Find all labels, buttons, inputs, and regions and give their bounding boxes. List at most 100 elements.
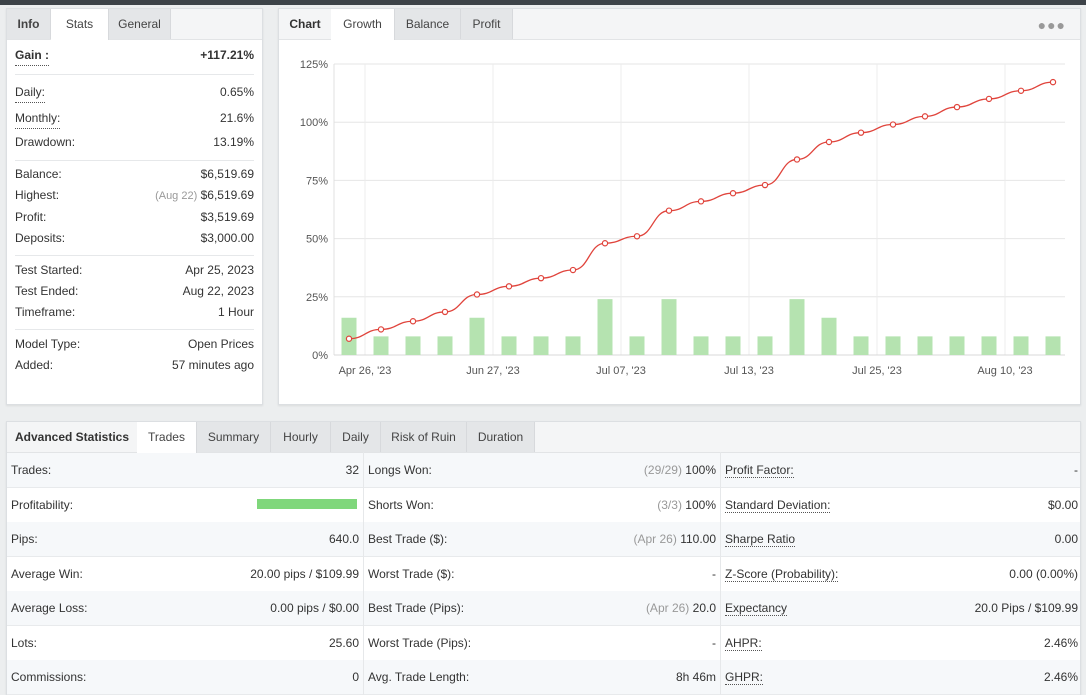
table-row: Trades: 32 Longs Won: (29/29) 100% Profit Fa…: [7, 453, 1080, 488]
growth-point[interactable]: [377, 326, 385, 333]
stat-value: 2.46%: [1043, 635, 1078, 650]
tab-stats[interactable]: Stats: [51, 9, 109, 40]
stat-value: 640.0: [328, 532, 359, 546]
growth-point[interactable]: [345, 335, 353, 342]
stat-muted: (Apr 26): [633, 532, 677, 546]
growth-point[interactable]: [505, 283, 513, 290]
highest-value-wrap: (Aug 22) $6,519.69: [155, 185, 254, 206]
tab-balance[interactable]: Balance: [395, 9, 461, 39]
highest-label: Highest:: [15, 188, 60, 202]
tab-general[interactable]: General: [109, 9, 171, 39]
stat-value-text: 20.0: [692, 601, 716, 615]
tab-daily[interactable]: Daily: [331, 422, 381, 452]
y-tick-label: 0%: [312, 350, 328, 362]
y-tick-label: 75%: [306, 175, 328, 187]
balance-value: $6,519.69: [200, 167, 254, 181]
stat-value: (29/29) 100%: [644, 453, 716, 487]
growth-point[interactable]: [857, 129, 865, 136]
stat-muted: (29/29): [643, 463, 682, 477]
growth-point[interactable]: [409, 318, 417, 325]
stat-value: -: [712, 557, 716, 591]
stat-label[interactable]: Sharpe Ratio: [725, 532, 796, 547]
advanced-table: Trades: 32 Longs Won: (29/29) 100% Profit Fa…: [7, 453, 1080, 695]
gain-row: Gain : +117.21%: [15, 45, 254, 66]
stat-label: Pips:: [11, 532, 38, 546]
tab-profit[interactable]: Profit: [461, 9, 513, 39]
more-dots-icon[interactable]: ●●●: [1037, 17, 1066, 33]
growth-point[interactable]: [601, 240, 609, 247]
growth-point[interactable]: [569, 266, 577, 274]
stat-cell: Standard Deviation: $0.00: [721, 488, 1082, 522]
bar: [821, 317, 837, 355]
tab-summary[interactable]: Summary: [197, 422, 271, 452]
growth-point[interactable]: [793, 156, 801, 163]
y-tick-label: 25%: [306, 292, 328, 304]
test-started-value: Apr 25, 2023: [185, 263, 254, 277]
stat-value: 0: [352, 670, 359, 684]
stat-cell: Sharpe Ratio 0.00: [721, 522, 1082, 556]
growth-point[interactable]: [441, 308, 449, 316]
growth-point[interactable]: [1049, 78, 1057, 86]
stat-label[interactable]: Expectancy: [725, 601, 788, 616]
gain-label[interactable]: Gain :: [15, 45, 50, 66]
growth-point[interactable]: [953, 103, 961, 111]
stat-cell: Worst Trade ($): -: [364, 557, 720, 591]
y-tick-label: 50%: [306, 234, 328, 246]
table-row: Commissions: 0 Avg. Trade Length: 8h 46m GH…: [7, 660, 1080, 695]
bar: [533, 336, 549, 355]
monthly-row: Monthly: 21.6%: [15, 108, 254, 129]
y-tick-label: 100%: [300, 117, 328, 129]
stat-value: 0.00: [1054, 532, 1078, 546]
growth-point[interactable]: [633, 233, 641, 240]
stat-value: 0.00 pips / $0.00: [270, 601, 359, 615]
info-panel: Info Stats General Gain : +117.21% Daily…: [6, 8, 263, 405]
tab-growth[interactable]: Growth: [331, 9, 395, 40]
bar: [949, 336, 965, 355]
tab-info[interactable]: Info: [7, 9, 51, 39]
growth-point[interactable]: [985, 95, 993, 103]
profit-label: Profit:: [15, 210, 47, 224]
growth-point[interactable]: [473, 291, 481, 298]
daily-label[interactable]: Daily:: [15, 82, 46, 103]
growth-point[interactable]: [761, 181, 769, 189]
stat-value: $0.00: [1047, 497, 1078, 512]
x-tick-label: Aug 10, '23: [977, 365, 1032, 377]
tab-hourly[interactable]: Hourly: [271, 422, 331, 452]
tab-duration[interactable]: Duration: [467, 422, 535, 452]
stat-cell: Average Win: 20.00 pips / $109.99: [7, 557, 363, 591]
growth-point[interactable]: [729, 190, 737, 197]
tab-risk-of-ruin[interactable]: Risk of Ruin: [381, 422, 467, 452]
growth-point[interactable]: [921, 113, 929, 120]
growth-point[interactable]: [1017, 87, 1025, 94]
stat-value: -: [1074, 463, 1078, 477]
bar: [885, 336, 901, 355]
stat-muted: (Apr 26): [645, 601, 690, 615]
stat-label[interactable]: Z-Score (Probability):: [725, 566, 839, 582]
bar: [501, 336, 517, 355]
growth-point[interactable]: [889, 121, 897, 128]
growth-point[interactable]: [825, 138, 833, 146]
stat-value-text: 100%: [685, 497, 716, 512]
daily-row: Daily: 0.65%: [15, 82, 254, 103]
table-row: Average Win: 20.00 pips / $109.99 Worst Tr…: [7, 557, 1080, 592]
stat-cell: Commissions: 0: [7, 660, 363, 694]
stat-label[interactable]: GHPR:: [725, 670, 764, 685]
stat-cell: Trades: 32: [7, 453, 363, 487]
test-ended-label: Test Ended:: [15, 284, 79, 298]
tab-trades[interactable]: Trades: [137, 422, 197, 453]
stat-label[interactable]: Profit Factor:: [725, 463, 794, 478]
growth-point[interactable]: [537, 274, 545, 282]
stat-label[interactable]: Standard Deviation:: [725, 497, 831, 513]
monthly-label[interactable]: Monthly:: [15, 108, 61, 129]
bar: [469, 317, 485, 355]
stat-label: Avg. Trade Length:: [368, 670, 470, 684]
growth-point[interactable]: [697, 198, 705, 205]
stat-cell: Pips: 640.0: [7, 522, 363, 556]
drawdown-value: 13.19%: [213, 135, 254, 149]
stat-value: 20.00 pips / $109.99: [250, 566, 359, 581]
growth-point[interactable]: [665, 207, 673, 214]
stat-cell: Shorts Won: (3/3) 100%: [364, 488, 720, 522]
stat-label[interactable]: AHPR:: [725, 635, 762, 651]
stat-label: Worst Trade (Pips):: [368, 635, 472, 650]
profitability-bar: [257, 498, 357, 509]
